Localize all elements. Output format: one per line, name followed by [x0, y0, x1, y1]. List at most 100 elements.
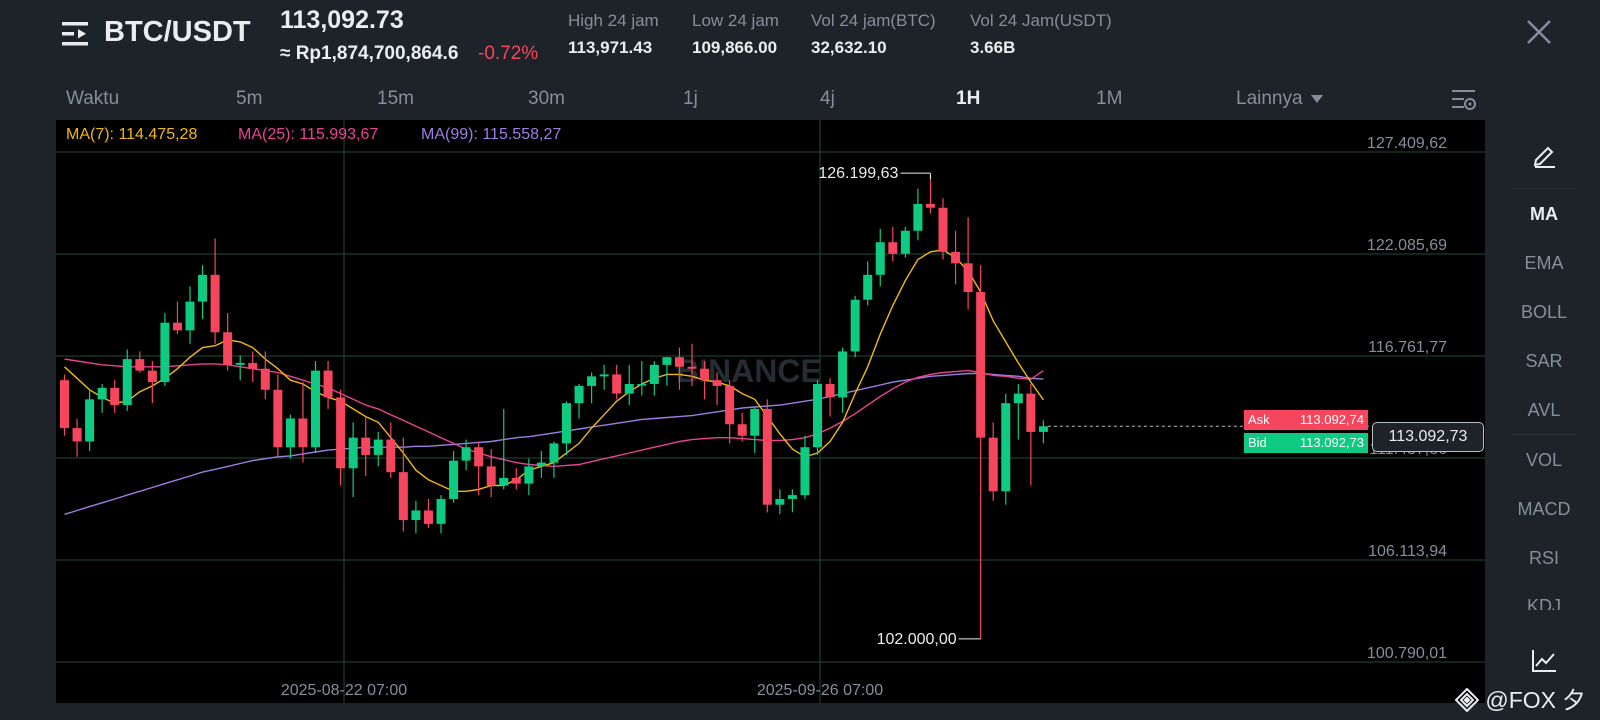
candle-body [72, 428, 82, 442]
candle-body [461, 447, 471, 461]
draw-pen-icon[interactable] [1532, 142, 1558, 168]
candle-body [825, 384, 835, 398]
stat-high-label: High 24 jam [568, 11, 659, 30]
indicator-kdj[interactable]: KDJ [1526, 596, 1561, 610]
tab-15m[interactable]: 15m [377, 88, 414, 109]
stat-high-value: 113,971.43 [568, 38, 653, 57]
candle-body [411, 510, 421, 521]
candle-body [900, 230, 910, 254]
tab-5m[interactable]: 5m [236, 88, 263, 109]
candle-body [248, 362, 258, 369]
tab-1h[interactable]: 1H [956, 88, 981, 109]
candle-body [160, 322, 170, 383]
candle-body [963, 263, 973, 293]
ma99-line [64, 372, 1044, 515]
tab-waktu[interactable]: Waktu [66, 88, 120, 109]
candle-body [875, 242, 885, 275]
candle-body [348, 437, 358, 469]
candle-body [612, 374, 622, 394]
tab-1m[interactable]: 1M [1096, 88, 1123, 109]
candle-body [499, 477, 509, 486]
stat-vol-btc-label: Vol 24 jam(BTC) [811, 11, 936, 30]
candle-body [210, 274, 220, 333]
chart-canvas[interactable]: 127.409,62122.085,69116.761,77111.437,86… [56, 120, 1485, 703]
candle-body [122, 359, 132, 406]
candle-body [398, 472, 408, 521]
close-icon[interactable] [1525, 18, 1553, 46]
candle-body [888, 242, 898, 254]
indicator-ema[interactable]: EMA [1524, 253, 1564, 273]
indicator-avl[interactable]: AVL [1527, 400, 1561, 420]
candle-body [147, 370, 157, 383]
trading-pair[interactable]: BTC/USDT [104, 16, 251, 48]
tab-lainnya-label: Lainnya [1236, 88, 1303, 109]
candle-body [712, 380, 722, 386]
caret-down-icon [1310, 95, 1323, 103]
candle-body [386, 439, 396, 473]
high-annotation: 126.199,63 [818, 165, 898, 182]
candle-body [524, 466, 534, 484]
candle-body [1038, 426, 1048, 432]
candle-body [562, 403, 571, 444]
stat-vol-btc-value: 32,632.10 [811, 38, 887, 57]
candle-body [700, 368, 710, 381]
candle-body [938, 207, 948, 252]
candle-body [787, 495, 797, 499]
candle-body [486, 466, 496, 486]
ma7-legend: MA(7): 114.475,28 [66, 126, 198, 143]
candle-body [750, 408, 760, 436]
candle-body [725, 385, 735, 425]
indicator-macd[interactable]: MACD [1517, 499, 1571, 519]
menu-icon[interactable] [62, 20, 92, 48]
candle-body [336, 397, 346, 469]
candle-body [1026, 393, 1036, 432]
candle-body [60, 380, 69, 429]
indicator-rsi[interactable]: RSI [1528, 548, 1559, 568]
user-watermark: @FOX 夕 [1454, 681, 1586, 715]
candle-body [423, 510, 433, 524]
fiat-price: ≈ Rp1,874,700,864.6 [280, 43, 459, 64]
candle-body [172, 322, 182, 331]
candle-body [198, 274, 208, 302]
candle-body [988, 437, 998, 492]
candle-body [223, 332, 233, 365]
candle-body [311, 370, 320, 448]
candle-body [1001, 403, 1011, 492]
side-divider [1512, 188, 1576, 189]
y-tick-label: 122.085,69 [1367, 237, 1447, 254]
candle-body [185, 301, 195, 331]
tab-30m[interactable]: 30m [528, 88, 565, 109]
indicator-sar[interactable]: SAR [1525, 351, 1563, 371]
candle-body [838, 351, 848, 398]
candle-body [1013, 393, 1023, 404]
candle-body [913, 203, 923, 231]
indicator-boll[interactable]: BOLL [1520, 302, 1568, 322]
candle-body [135, 359, 145, 371]
candle-body [549, 443, 559, 463]
chart-line-icon[interactable] [1530, 648, 1558, 674]
candle-body [599, 374, 609, 377]
candle-body [800, 447, 810, 496]
candle-body [361, 437, 371, 455]
candle-body [298, 418, 308, 448]
candle-body [285, 418, 295, 448]
candle-body [373, 439, 383, 455]
candle-body [574, 385, 584, 404]
chart-settings-icon[interactable] [1451, 88, 1477, 112]
tab-4j[interactable]: 4j [820, 88, 835, 109]
indicator-ma[interactable]: MA [1530, 204, 1558, 224]
tab-lainnya[interactable]: Lainnya [1236, 88, 1324, 110]
low-annotation: 102.000,00 [877, 631, 957, 648]
candle-body [436, 498, 446, 524]
candle-body [863, 274, 873, 300]
candle-body [662, 357, 672, 365]
indicator-vol[interactable]: VOL [1525, 450, 1563, 470]
candle-body [449, 460, 459, 499]
candle-body [925, 203, 935, 208]
candle-body [587, 376, 597, 386]
watermark-text: @FOX 夕 [1485, 687, 1586, 713]
x-tick-label: 2025-08-22 07:00 [281, 682, 407, 699]
tab-1j[interactable]: 1j [683, 88, 698, 109]
stat-low-value: 109,866.00 [692, 38, 778, 57]
side-divider [1512, 434, 1576, 435]
